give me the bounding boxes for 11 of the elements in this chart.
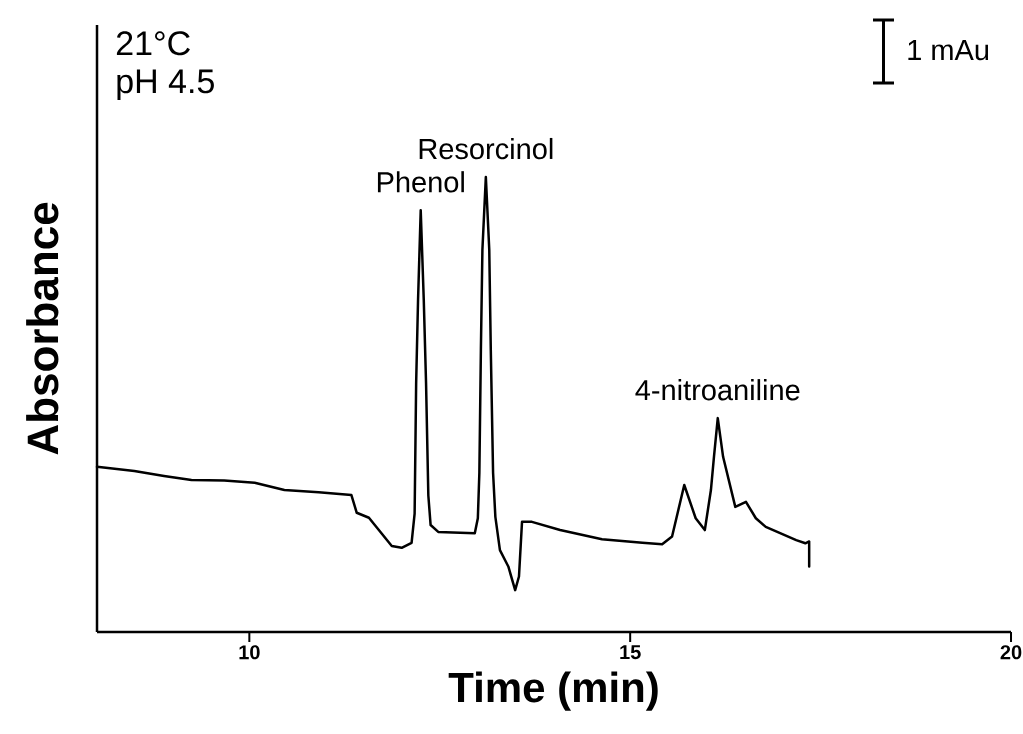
x-axis-title: Time (min) xyxy=(448,671,658,711)
text: 1 mAu xyxy=(908,40,989,61)
annotation: 4-nitroaniline xyxy=(635,379,800,401)
x-tick-label: 15 xyxy=(620,645,641,660)
annotation: Resorcinol xyxy=(419,137,553,160)
annotation: Phenol xyxy=(377,171,464,193)
y-axis-title: Absorbance xyxy=(26,202,59,455)
text: 21°C xyxy=(116,31,190,56)
x-tick-label: 10 xyxy=(239,645,260,660)
text: pH 4.5 xyxy=(117,69,214,101)
x-tick-label: 20 xyxy=(1000,645,1022,660)
